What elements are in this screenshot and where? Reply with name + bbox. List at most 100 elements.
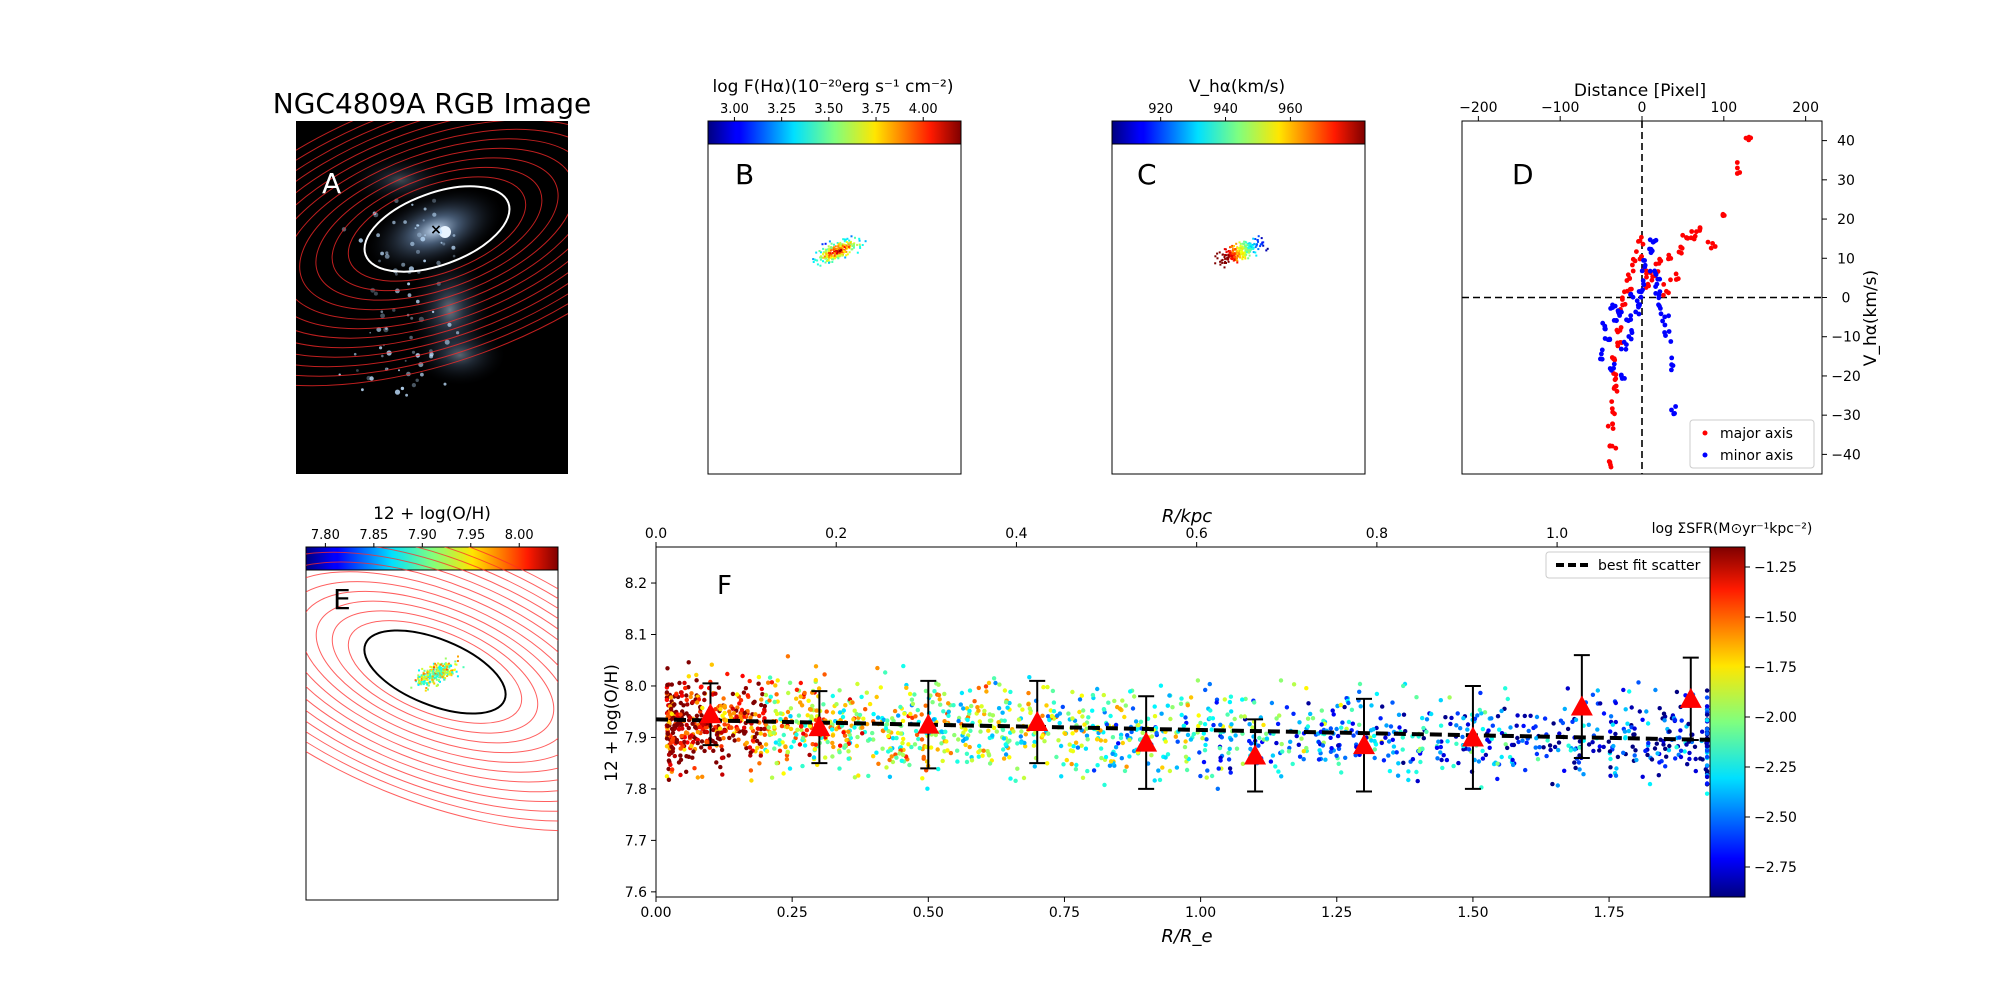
- metallicity-point: [1022, 744, 1028, 749]
- metallicity-point: [1091, 768, 1097, 773]
- map-pixel: [439, 671, 442, 674]
- metallicity-point: [955, 759, 960, 764]
- isophote-contours: [296, 121, 568, 387]
- metallicity-point: [1129, 729, 1134, 735]
- map-pixel: [848, 239, 851, 242]
- metallicity-point: [1537, 745, 1542, 750]
- metallicity-point: [1170, 705, 1175, 710]
- map-pixel: [429, 674, 431, 677]
- metallicity-point: [1495, 761, 1500, 766]
- metallicity-point: [1041, 685, 1046, 690]
- metallicity-point: [1499, 708, 1504, 714]
- map-pixel: [420, 683, 423, 686]
- metallicity-point: [749, 778, 754, 783]
- metallicity-point: [1310, 716, 1316, 721]
- colorbar-tick-label: −1.25: [1754, 560, 1797, 576]
- map-pixel: [432, 673, 435, 676]
- isophote-contour: [306, 547, 558, 803]
- panel-c-colorbar-label: V_hα(km/s): [1189, 77, 1285, 97]
- rgb-star-speck: [369, 376, 374, 381]
- metallicity-point: [884, 765, 889, 770]
- map-pixel: [850, 248, 853, 251]
- map-pixel: [1225, 251, 1228, 254]
- metallicity-point: [672, 702, 677, 707]
- map-pixel: [1231, 252, 1234, 254]
- map-pixel: [819, 256, 822, 259]
- metallicity-point: [1273, 764, 1278, 769]
- metallicity-point: [1138, 719, 1144, 724]
- metallicity-point: [941, 709, 946, 714]
- metallicity-point: [1591, 748, 1596, 754]
- metallicity-point: [1503, 686, 1508, 691]
- minor-axis-point: [1628, 291, 1634, 297]
- metallicity-point: [714, 760, 719, 765]
- metallicity-point: [1625, 721, 1630, 726]
- metallicity-point: [1357, 681, 1363, 687]
- map-pixel: [420, 674, 423, 677]
- metallicity-point: [794, 687, 800, 692]
- metallicity-point: [1560, 720, 1566, 726]
- metallicity-point: [1227, 766, 1233, 771]
- metallicity-point: [1233, 733, 1238, 738]
- metallicity-point: [874, 694, 879, 700]
- metallicity-point: [1288, 739, 1293, 744]
- metallicity-point: [1614, 766, 1619, 771]
- map-pixel: [1247, 246, 1250, 249]
- metallicity-point: [1264, 731, 1269, 736]
- metallicity-point: [1011, 729, 1016, 734]
- map-pixel: [1230, 255, 1233, 257]
- metallicity-point: [958, 702, 963, 707]
- major-axis-point: [1720, 211, 1726, 217]
- metallicity-point: [1015, 741, 1020, 746]
- metallicity-point: [1608, 756, 1613, 762]
- metallicity-point: [1252, 700, 1257, 705]
- rgb-star-speck: [420, 236, 426, 242]
- map-pixel: [431, 680, 434, 683]
- metallicity-point: [796, 713, 802, 718]
- metallicity-point: [1334, 726, 1339, 732]
- map-pixel: [822, 256, 825, 259]
- metallicity-point: [867, 701, 873, 707]
- rgb-star-speck: [432, 198, 437, 203]
- metallicity-point: [1291, 682, 1297, 687]
- metallicity-point: [1108, 713, 1113, 719]
- metallicity-point: [669, 726, 675, 732]
- median-triangle: [1135, 731, 1158, 752]
- metallicity-point: [1674, 689, 1680, 695]
- metallicity-point: [1120, 740, 1126, 746]
- metallicity-point: [941, 735, 946, 740]
- metallicity-point: [1040, 713, 1045, 718]
- metallicity-point: [1627, 689, 1632, 694]
- metallicity-point: [1371, 727, 1376, 732]
- map-pixel: [1256, 243, 1258, 246]
- metallicity-point: [1000, 727, 1006, 733]
- metallicity-point: [959, 690, 965, 696]
- metallicity-point: [762, 703, 767, 709]
- metallicity-point: [1202, 722, 1208, 727]
- isophote-contour: [306, 581, 558, 763]
- metallicity-point: [748, 715, 753, 720]
- metallicity-point: [1247, 722, 1252, 727]
- metallicity-point: [679, 693, 685, 698]
- metallicity-point: [745, 693, 750, 698]
- minor-axis-point: [1599, 347, 1605, 353]
- metallicity-point: [1515, 735, 1520, 741]
- metallicity-point: [694, 672, 699, 678]
- map-pixel: [845, 241, 848, 243]
- metallicity-point: [1222, 697, 1228, 702]
- map-pixel: [1251, 244, 1254, 247]
- metallicity-point: [1055, 713, 1060, 718]
- metallicity-point: [699, 745, 704, 750]
- map-pixel: [443, 668, 446, 671]
- metallicity-point: [785, 724, 790, 730]
- panel-b-map: [707, 143, 962, 475]
- metallicity-point: [669, 744, 674, 750]
- metallicity-point: [1534, 714, 1540, 720]
- metallicity-point: [901, 736, 906, 742]
- map-pixel: [1218, 251, 1221, 254]
- metallicity-point: [1090, 692, 1096, 698]
- panel-b-letter: B: [735, 158, 754, 191]
- metallicity-point: [686, 754, 691, 759]
- metallicity-point: [871, 754, 876, 759]
- rgb-star-speck: [379, 346, 383, 350]
